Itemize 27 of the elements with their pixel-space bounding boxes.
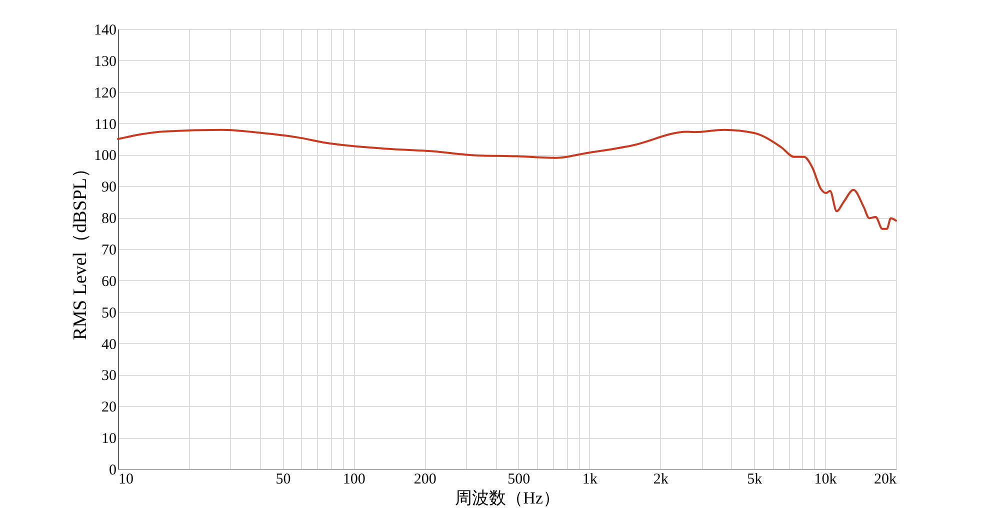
y-tick-label: 20 bbox=[102, 400, 116, 416]
y-tick-label: 100 bbox=[94, 148, 116, 164]
x-tick-label: 500 bbox=[508, 472, 530, 488]
y-tick-label: 70 bbox=[102, 242, 116, 258]
x-tick-label: 200 bbox=[414, 472, 436, 488]
y-tick-label: 120 bbox=[94, 85, 116, 102]
y-tick-label: 30 bbox=[102, 368, 116, 384]
y-tick-label: 90 bbox=[102, 180, 116, 196]
x-tick-label: 10k bbox=[814, 472, 838, 488]
y-tick-label: 80 bbox=[102, 211, 116, 228]
x-tick-label: 50 bbox=[276, 472, 291, 488]
y-tick-label: 40 bbox=[102, 336, 116, 353]
y-tick-label: 130 bbox=[94, 54, 116, 70]
y-tick-label: 0 bbox=[109, 462, 116, 478]
x-tick-label: 100 bbox=[342, 472, 366, 488]
x-tick-label: 10 bbox=[118, 472, 134, 488]
y-tick-label: 50 bbox=[102, 305, 116, 322]
x-tick-label: 5k bbox=[747, 472, 763, 488]
x-axis-title: 周波数（Hz） bbox=[455, 488, 560, 508]
y-axis-title: RMS Level（dBSPL） bbox=[70, 158, 91, 340]
x-tick-label: 2k bbox=[653, 472, 669, 488]
y-tick-label: 60 bbox=[102, 274, 116, 290]
x-tick-label: 20k bbox=[874, 472, 897, 488]
y-tick-label: 10 bbox=[102, 431, 116, 448]
x-tick-label: 1k bbox=[582, 472, 598, 488]
y-tick-label: 110 bbox=[94, 116, 116, 133]
y-tick-label: 140 bbox=[94, 22, 116, 38]
